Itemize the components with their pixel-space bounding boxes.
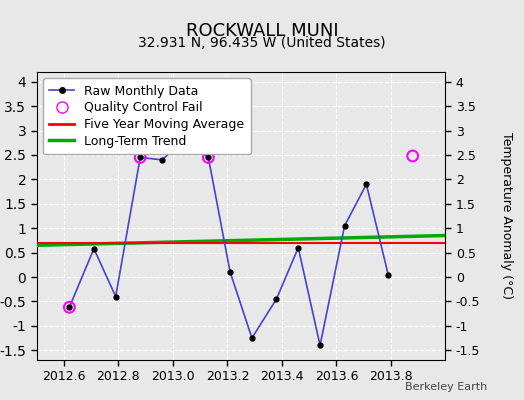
Quality Control Fail xyxy=(65,304,73,310)
Raw Monthly Data xyxy=(205,155,212,160)
Raw Monthly Data xyxy=(113,294,119,299)
Raw Monthly Data xyxy=(66,305,72,310)
Raw Monthly Data xyxy=(295,245,301,250)
Legend: Raw Monthly Data, Quality Control Fail, Five Year Moving Average, Long-Term Tren: Raw Monthly Data, Quality Control Fail, … xyxy=(43,78,250,154)
Text: Berkeley Earth: Berkeley Earth xyxy=(405,382,487,392)
Line: Raw Monthly Data: Raw Monthly Data xyxy=(67,138,390,348)
Raw Monthly Data xyxy=(317,343,323,348)
Raw Monthly Data xyxy=(91,246,97,251)
Raw Monthly Data xyxy=(159,158,165,162)
Raw Monthly Data xyxy=(137,155,144,160)
Quality Control Fail xyxy=(409,153,417,159)
Raw Monthly Data xyxy=(363,182,369,187)
Quality Control Fail xyxy=(136,154,145,161)
Text: 32.931 N, 96.435 W (United States): 32.931 N, 96.435 W (United States) xyxy=(138,36,386,50)
Raw Monthly Data xyxy=(249,336,255,340)
Raw Monthly Data xyxy=(342,223,348,228)
Text: ROCKWALL MUNI: ROCKWALL MUNI xyxy=(185,22,339,40)
Raw Monthly Data xyxy=(181,138,187,143)
Raw Monthly Data xyxy=(385,272,391,277)
Y-axis label: Temperature Anomaly (°C): Temperature Anomaly (°C) xyxy=(500,132,513,300)
Quality Control Fail xyxy=(204,154,213,161)
Raw Monthly Data xyxy=(274,296,280,301)
Raw Monthly Data xyxy=(227,270,233,274)
